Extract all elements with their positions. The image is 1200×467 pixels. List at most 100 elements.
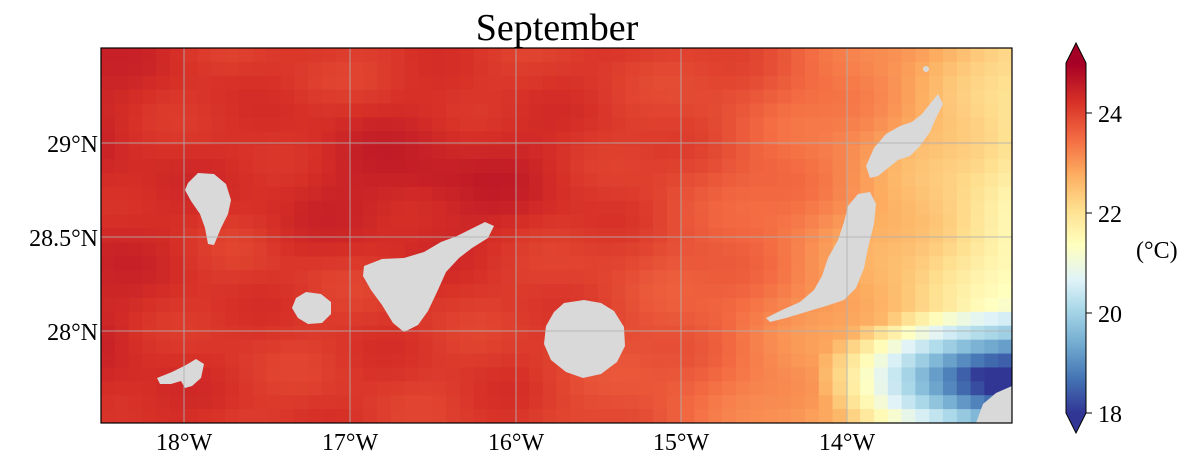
sst-cell [170, 103, 185, 119]
sst-cell [252, 48, 268, 63]
sst-cell [156, 270, 171, 285]
sst-cell [708, 395, 723, 410]
sst-cell [970, 325, 985, 341]
sst-cell [666, 311, 682, 327]
sst-cell [280, 173, 295, 188]
sst-cell [404, 395, 420, 410]
sst-cell [335, 228, 351, 244]
sst-cell [584, 409, 599, 423]
sst-cell [818, 409, 834, 423]
lat-tick-label: 28°N [47, 320, 98, 346]
sst-cell [956, 145, 972, 160]
sst-cell [639, 298, 654, 313]
sst-cell [694, 325, 709, 341]
sst-cell [252, 228, 268, 244]
sst-cell [239, 214, 254, 230]
sst-cell [915, 256, 930, 271]
sst-cell [349, 75, 364, 91]
sst-cell [929, 381, 944, 396]
sst-cell [611, 103, 627, 119]
sst-cell [929, 256, 944, 271]
sst-cell [625, 367, 640, 382]
sst-cell [694, 339, 709, 355]
sst-cell [128, 61, 144, 77]
sst-cell [929, 367, 944, 382]
sst-cell [446, 214, 461, 230]
sst-cell [846, 395, 861, 410]
sst-cell [404, 339, 420, 355]
sst-cell [459, 173, 475, 188]
colorbar-tick-label: 24 [1098, 102, 1122, 128]
sst-cell [929, 131, 944, 146]
sst-cell [915, 298, 930, 313]
sst-cell [528, 409, 544, 423]
sst-cell [708, 214, 723, 230]
sst-cell [639, 242, 654, 257]
sst-cell [128, 173, 144, 188]
sst-cell [459, 103, 475, 119]
sst-cell [887, 367, 903, 382]
sst-cell [708, 61, 723, 77]
sst-cell [708, 353, 723, 369]
sst-cell [239, 339, 254, 355]
sst-cell [763, 103, 778, 119]
sst-cell [722, 381, 737, 396]
sst-cell [142, 270, 157, 285]
sst-cell [473, 367, 489, 382]
sst-cell [735, 353, 751, 369]
sst-cell [142, 367, 157, 382]
sst-cell [915, 173, 930, 188]
sst-cell [377, 48, 392, 63]
sst-cell [860, 117, 875, 132]
lon-tick-label: 14°W [819, 430, 876, 456]
sst-cell [156, 75, 171, 91]
sst-cell [804, 367, 820, 382]
sst-cell [487, 159, 502, 174]
sst-cell [156, 103, 171, 119]
sst-cell [570, 200, 585, 216]
sst-cell [542, 186, 558, 202]
sst-cell [542, 381, 558, 396]
sst-cell [197, 395, 213, 410]
sst-cell [708, 381, 723, 396]
sst-cell [515, 367, 530, 382]
sst-cell [653, 173, 668, 188]
sst-cell [515, 214, 530, 230]
sst-cell [735, 214, 751, 230]
sst-cell [446, 284, 461, 299]
sst-cell [515, 75, 530, 91]
sst-cell [211, 242, 226, 257]
sst-cell [114, 159, 130, 174]
sst-cell [308, 48, 323, 63]
sst-cell [128, 228, 144, 244]
sst-cell [473, 409, 489, 423]
sst-cell [211, 145, 226, 160]
sst-cell [791, 75, 806, 91]
sst-cell [335, 409, 351, 423]
sst-cell [570, 103, 585, 119]
sst-cell [487, 270, 502, 285]
sst-cell [252, 339, 268, 355]
sst-cell [128, 159, 144, 174]
sst-cell [170, 325, 185, 341]
sst-cell [128, 298, 144, 313]
sst-cell [349, 159, 364, 174]
sst-cell [680, 256, 696, 271]
sst-cell [280, 117, 295, 132]
sst-cell [294, 409, 309, 423]
sst-cell [114, 298, 130, 313]
sst-cell [294, 214, 309, 230]
sst-cell [211, 381, 226, 396]
sst-cell [901, 284, 916, 299]
sst-cell [542, 228, 558, 244]
sst-cell [929, 75, 944, 91]
sst-cell [722, 409, 737, 423]
sst-cell [984, 48, 999, 63]
sst-cell [170, 284, 185, 299]
sst-cell [708, 298, 723, 313]
african-coast [976, 386, 1012, 423]
sst-cell [611, 48, 627, 63]
sst-cell [970, 353, 985, 369]
sst-cell [970, 186, 985, 202]
sst-cell [446, 61, 461, 77]
